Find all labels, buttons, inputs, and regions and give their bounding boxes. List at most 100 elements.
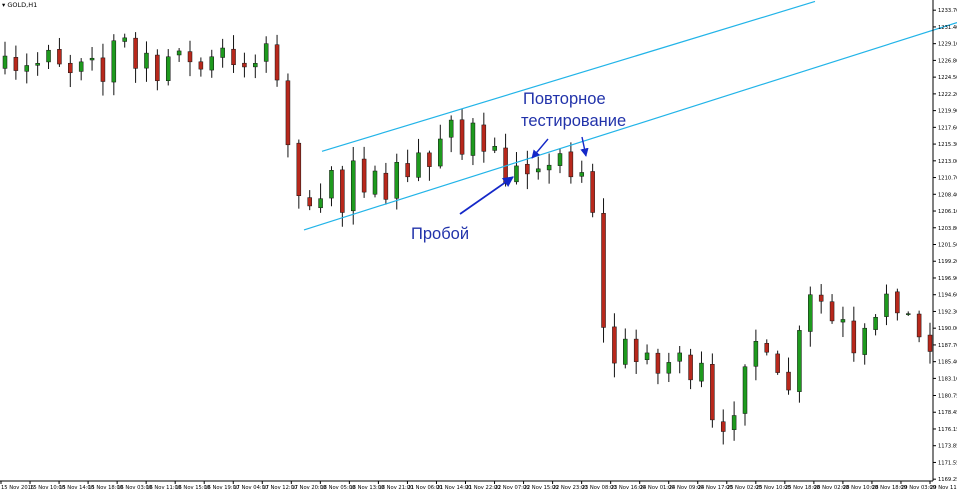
y-tick-label: 1192.30 <box>938 309 957 315</box>
x-tick-label: 21 Nov 06:00 <box>407 485 442 491</box>
candle-body <box>786 371 791 391</box>
x-tick-label: 28 Nov 10:00 <box>843 485 878 491</box>
candle-body <box>165 56 171 81</box>
channel-upper-line <box>321 0 816 152</box>
y-tick-label: 1187.70 <box>938 343 957 349</box>
candle-body <box>764 343 770 353</box>
candle-body <box>122 37 127 42</box>
candle-body <box>797 330 802 392</box>
y-tick-label: 1222.20 <box>938 92 957 98</box>
y-tick-label: 1210.70 <box>938 176 957 182</box>
x-tick-label: 23 Nov 08:00 <box>582 485 617 491</box>
y-tick-label: 1171.55 <box>938 460 957 466</box>
candle-body <box>133 37 138 69</box>
candle-body <box>296 142 302 196</box>
x-tick-label: 29 Nov 03:00 <box>901 485 936 491</box>
candle-body <box>644 352 650 360</box>
x-tick-label: 17 Nov 20:00 <box>291 485 326 491</box>
candle-body <box>35 63 40 66</box>
candle-body <box>666 362 672 374</box>
candle-body <box>633 338 639 362</box>
candle-body <box>394 162 400 199</box>
candle-body <box>916 313 922 338</box>
candle-body <box>557 153 563 166</box>
candle-body <box>753 341 759 367</box>
candle-body <box>895 291 900 314</box>
y-tick-label: 1180.75 <box>938 393 957 399</box>
candle-body <box>448 119 454 138</box>
candle-body <box>688 354 693 381</box>
x-tick-label: 22 Nov 07:00 <box>495 485 530 491</box>
candle-body <box>350 160 356 212</box>
candle-body <box>383 172 389 200</box>
candle-body <box>612 326 617 364</box>
x-tick-label: 18 Nov 05:00 <box>320 485 355 491</box>
candle-body <box>405 163 410 178</box>
arrows-layer <box>459 136 589 215</box>
x-tick-label: 15 Nov 14:00 <box>59 485 94 491</box>
breakout-arrow <box>459 176 514 215</box>
candle-body <box>231 48 236 66</box>
candle-body <box>318 198 323 209</box>
candle-body <box>253 63 258 68</box>
candle-body <box>905 313 911 315</box>
candle-body <box>307 197 312 207</box>
candle-body <box>242 62 247 68</box>
x-tick-label: 23 Nov 16:00 <box>611 485 646 491</box>
candle-body <box>699 362 704 382</box>
candle-body <box>361 158 367 193</box>
y-tick-label: 1199.20 <box>938 259 957 265</box>
x-tick-label: 17 Nov 04:00 <box>233 485 268 491</box>
x-tick-label: 28 Nov 02:00 <box>814 485 849 491</box>
y-tick-label: 1196.90 <box>938 276 957 282</box>
candle-body <box>677 352 682 362</box>
y-tick-label: 1226.80 <box>938 58 957 64</box>
y-tick-label: 1169.25 <box>938 477 957 483</box>
retest-arrow-left <box>531 138 549 159</box>
y-tick-label: 1183.10 <box>938 376 957 382</box>
candles-layer <box>2 32 933 445</box>
candle-body <box>535 168 541 173</box>
x-tick-label: 15 Nov 18:00 <box>88 485 123 491</box>
y-tick-label: 1185.40 <box>938 360 957 366</box>
candle-body <box>742 366 748 414</box>
y-tick-label: 1194.60 <box>938 293 957 299</box>
candle-body <box>546 164 552 171</box>
candle-body <box>78 61 84 72</box>
x-tick-label: 25 Nov 18:00 <box>785 485 820 491</box>
candle-body <box>590 171 595 213</box>
candle-body <box>198 61 204 70</box>
y-tick-label: 1231.40 <box>938 25 957 31</box>
x-tick-label: 17 Nov 12:00 <box>262 485 297 491</box>
candle-body <box>525 163 530 175</box>
retest-arrow-right <box>580 136 589 157</box>
y-tick-label: 1213.00 <box>938 159 957 165</box>
candle-body <box>775 353 780 373</box>
y-tick-label: 1217.60 <box>938 125 957 131</box>
y-tick-label: 1229.10 <box>938 42 957 48</box>
retest-label-line2: тестирование <box>521 112 627 130</box>
y-tick-label: 1203.80 <box>938 226 957 232</box>
candle-body <box>100 57 106 82</box>
x-tick-label: 22 Nov 23:00 <box>553 485 588 491</box>
candle-body <box>220 47 225 58</box>
candle-body <box>187 51 193 63</box>
x-tick-label: 15 Nov 10:00 <box>30 485 65 491</box>
candle-body <box>427 152 432 167</box>
candle-body <box>731 415 737 430</box>
y-tick-label: 1173.85 <box>938 444 957 450</box>
candle-body <box>176 50 182 56</box>
y-tick-label: 1176.15 <box>938 427 957 433</box>
channel-layer <box>303 0 957 231</box>
channel-lower-line <box>303 21 957 231</box>
candle-body <box>568 151 574 178</box>
candle-body <box>623 338 628 365</box>
candle-body <box>285 80 291 146</box>
candle-body <box>927 334 933 352</box>
x-tick-label: 24 Nov 01:00 <box>640 485 675 491</box>
y-tick-label: 1206.10 <box>938 209 957 215</box>
candle-body <box>601 213 606 328</box>
